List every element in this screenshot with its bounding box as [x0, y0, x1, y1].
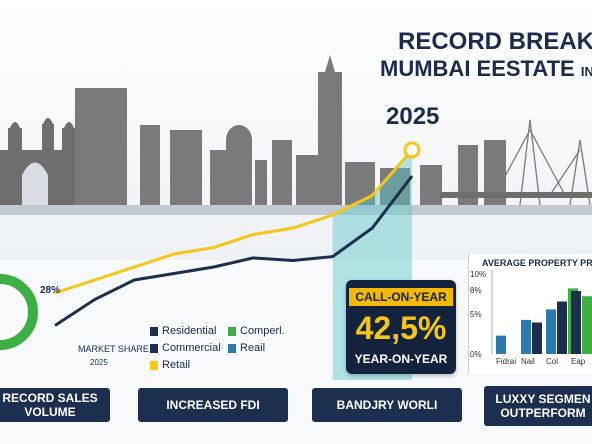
year-marker-icon [403, 141, 421, 159]
legend-label: Commercial [162, 342, 221, 354]
bar-nail [532, 322, 542, 354]
page-title-suffix: IN [580, 64, 592, 79]
page-title-line1: RECORD BREAKI [398, 28, 592, 55]
bar-chart-category-label: Eap [571, 357, 586, 366]
market-share-year: 2025 [90, 358, 108, 367]
bar-chart-y-tick: 5% [470, 310, 482, 319]
legend-commercial: Commercial [150, 342, 221, 354]
legend-comperl: Comperl. [228, 325, 285, 337]
donut-ring [0, 274, 38, 350]
skyline-illustration [0, 0, 592, 260]
legend-swatch [150, 360, 158, 370]
bar-chart-y-tick: 8% [470, 286, 482, 295]
bandra-worli-button[interactable]: BANDJRY WORLI [312, 388, 462, 422]
bar-chart-category-label: Col [546, 357, 558, 366]
page-title-text: MUMBAI EESTATE [380, 56, 575, 81]
luxury-label-line2: OUTPERFORM [500, 406, 586, 420]
luxury-label-line1: LUXXY SEGMEN [495, 392, 591, 406]
bar-eap [571, 291, 581, 354]
stat-card-value: 42,5% [355, 310, 447, 346]
legend-swatch [228, 326, 236, 336]
legend-residential: Residential [150, 325, 216, 337]
market-share-donut [0, 274, 38, 350]
bar-col [546, 309, 556, 354]
bar-nail [521, 319, 531, 354]
legend-swatch [150, 343, 158, 353]
bar-chart-y-tick: 10% [470, 270, 486, 279]
bar-chart-category-label: Nail [521, 357, 535, 366]
legend-retail: Retail [150, 359, 190, 371]
stat-card-caption: YEAR-ON-YEAR [354, 352, 448, 366]
legend-swatch [150, 326, 158, 336]
legend-label: Residential [162, 325, 217, 337]
page-title-line2: MUMBAI EESTATE IN 3 [380, 56, 592, 82]
bar-col [557, 301, 567, 354]
legend-label: Retail [162, 359, 191, 371]
increased-fdi-button[interactable]: INCREASED FDI [138, 388, 288, 422]
legend-label: Reail [240, 342, 266, 354]
donut-percent-label: 28% [40, 285, 61, 296]
price-bar-chart: 0% 5% 8% 10% Fidrai Nail Col Eap [470, 270, 592, 366]
luxury-segment-button[interactable]: LUXXY SEGMEN OUTPERFORM [484, 386, 592, 426]
bar-chart-title: AVERAGE PROPERTY PRIC [482, 258, 592, 268]
stat-card-heading: CALL-ON-YEAR [346, 288, 456, 306]
commercial-trend-line [54, 175, 414, 327]
residential-trend-line [54, 149, 414, 295]
market-share-label: MARKET SHARE [78, 344, 149, 354]
year-label: 2025 [386, 103, 440, 130]
legend-reail: Reail [228, 342, 265, 354]
bar-chart-y-tick: 0% [470, 350, 482, 359]
bar-chart-category-label: Fidrai [496, 357, 516, 366]
record-sales-volume-button[interactable]: RECORD SALES VOLUME [0, 388, 110, 422]
bar-eap [582, 296, 592, 354]
legend-swatch [228, 343, 236, 353]
bar-fidrai [496, 335, 506, 354]
yoy-stat-card: CALL-ON-YEAR 42,5% YEAR-ON-YEAR [346, 280, 456, 374]
legend-label: Comperl. [240, 325, 285, 337]
